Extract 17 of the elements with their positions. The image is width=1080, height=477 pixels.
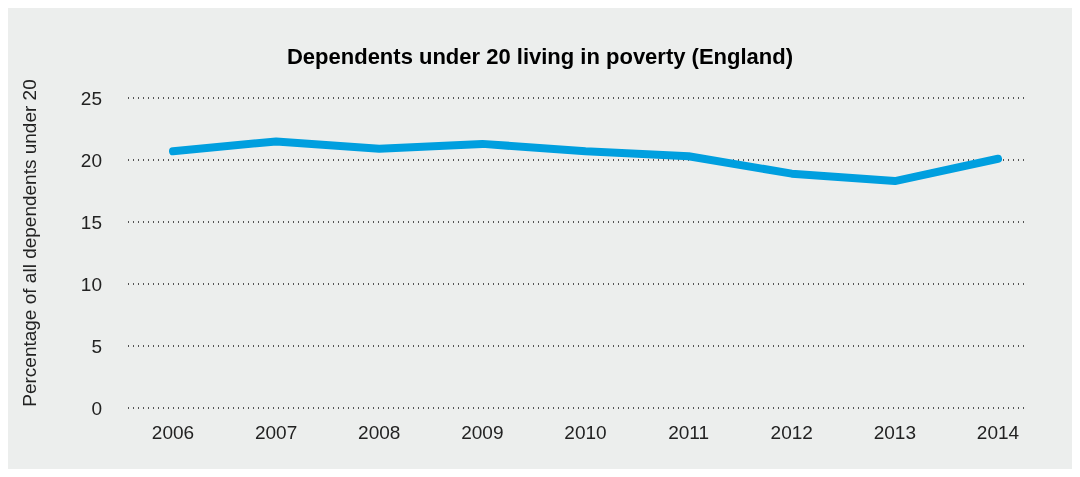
x-tick-label: 2008 (358, 422, 401, 444)
y-tick-label: 25 (80, 87, 102, 109)
x-tick-label: 2014 (976, 422, 1020, 444)
y-tick-label: 0 (91, 397, 102, 419)
x-tick-label: 2011 (668, 422, 710, 444)
x-tick-label: 2009 (461, 422, 504, 444)
x-tick-label: 2007 (254, 422, 298, 444)
y-tick-label: 10 (80, 273, 102, 295)
y-tick-label: 15 (80, 211, 102, 233)
x-tick-label: 2012 (770, 422, 813, 444)
y-tick-label: 5 (91, 335, 102, 357)
y-tick-label: 20 (80, 149, 102, 171)
y-axis-title: Percentage of all dependents under 20 (19, 79, 41, 407)
x-tick-label: 2006 (151, 422, 195, 444)
x-tick-label: 2010 (564, 422, 607, 444)
x-tick-label: 2013 (873, 422, 917, 444)
chart-title: Dependents under 20 living in poverty (England) (285, 44, 795, 70)
